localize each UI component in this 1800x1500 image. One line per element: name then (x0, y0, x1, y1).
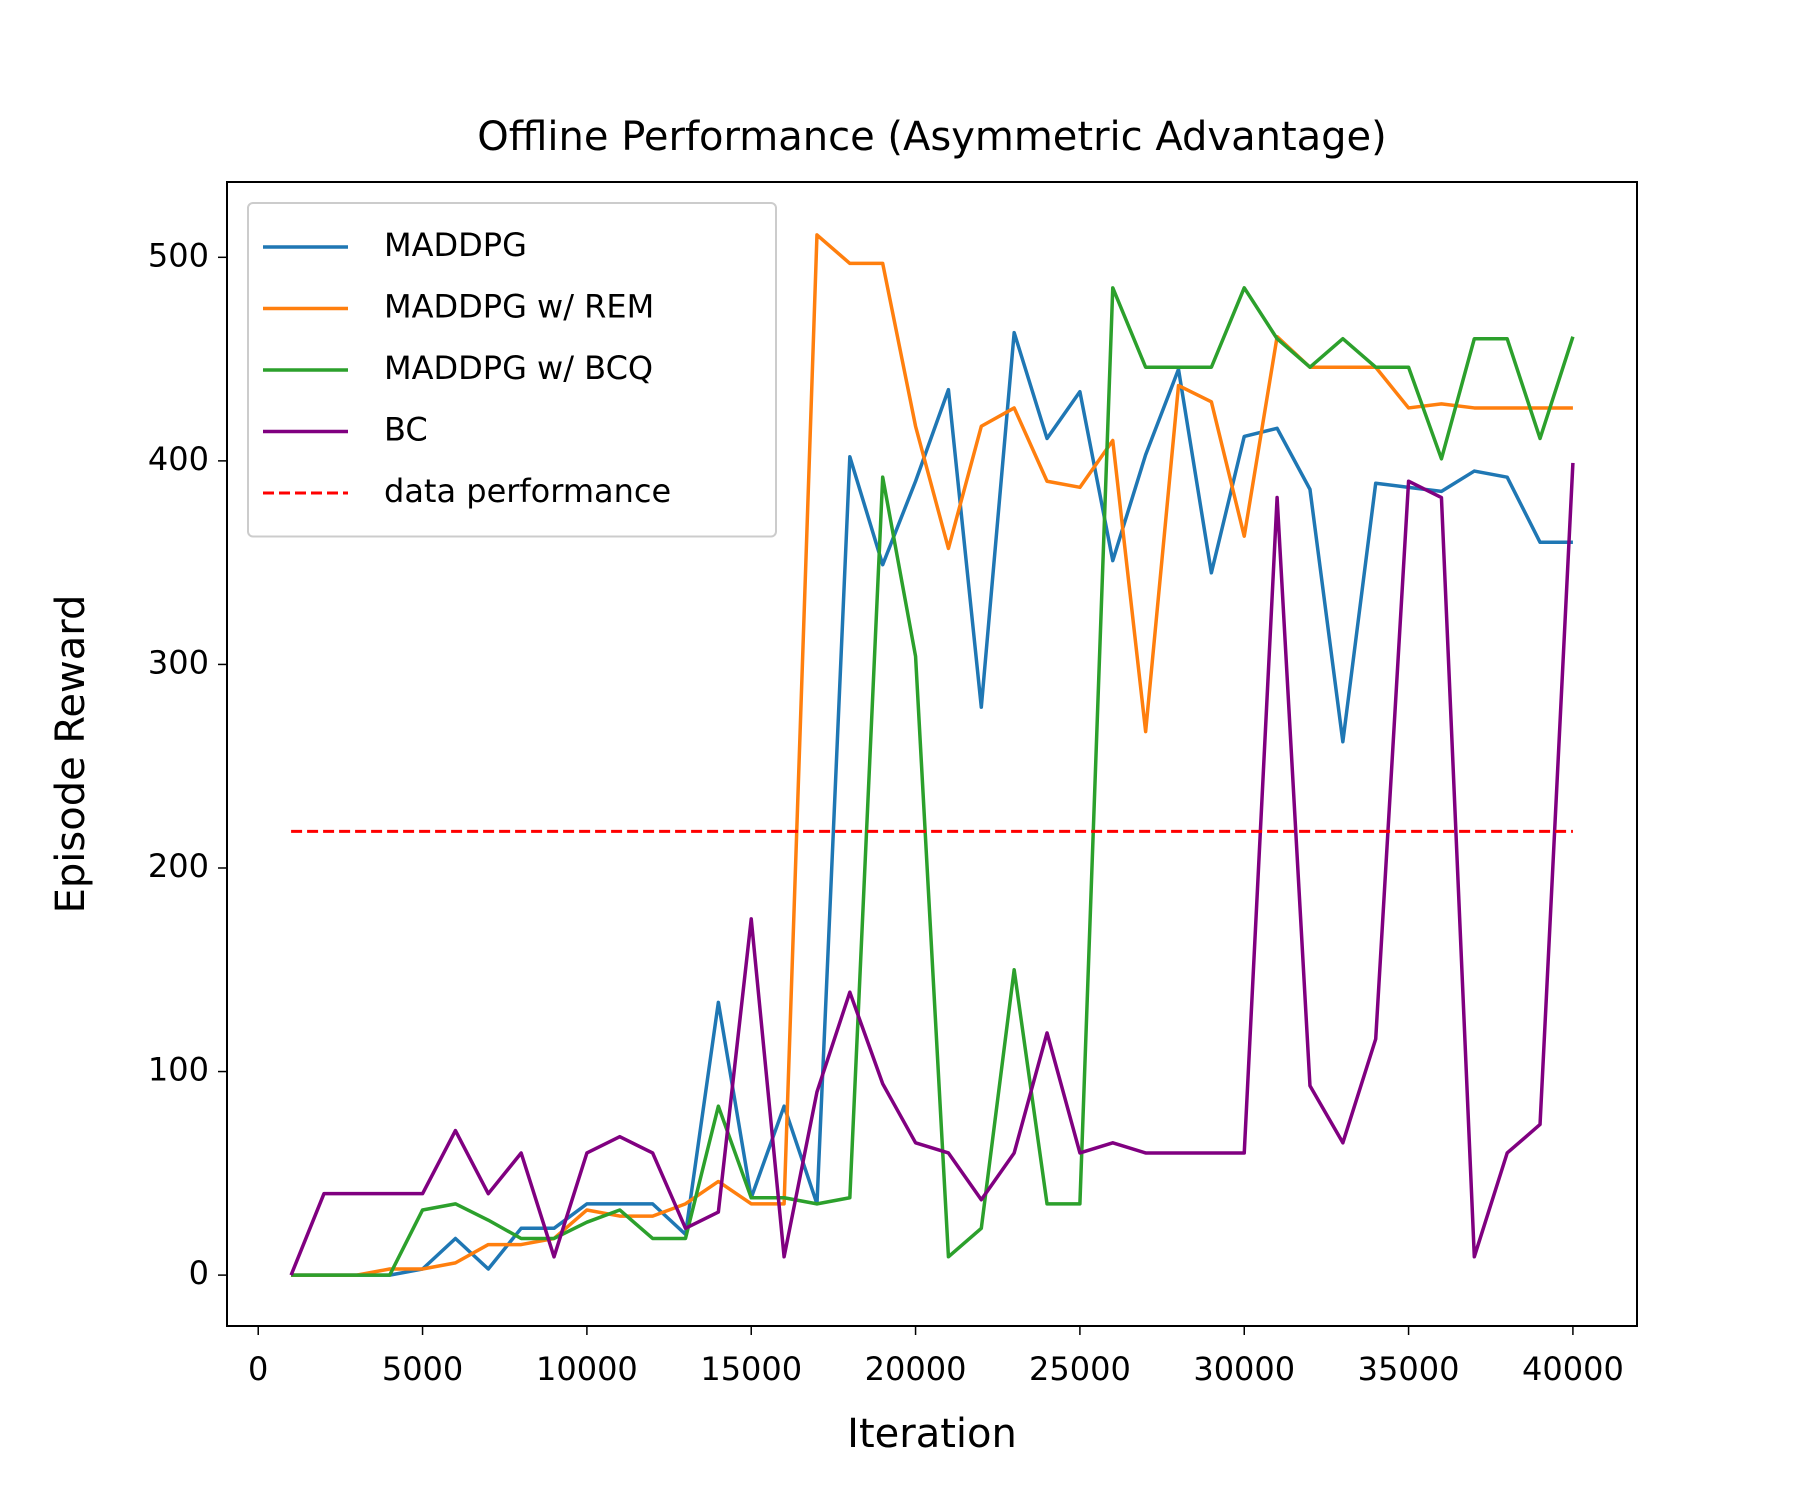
plot-frame (226, 181, 1638, 1327)
x-tick-label: 35000 (1358, 1350, 1460, 1388)
y-tick-label: 200 (148, 847, 209, 885)
x-tick-label: 25000 (1029, 1350, 1131, 1388)
y-tick-label: 400 (148, 440, 209, 478)
x-tick-label: 15000 (700, 1350, 802, 1388)
legend-label: MADDPG w/ BCQ (384, 349, 653, 387)
series-line (291, 233, 1573, 1277)
x-tick-label: 5000 (382, 1350, 463, 1388)
y-tick-label: 500 (148, 236, 209, 274)
series-line (291, 330, 1573, 1277)
legend-label: MADDPG (384, 226, 527, 264)
x-axis-label: Iteration (847, 1411, 1017, 1457)
y-axis-label: Episode Reward (48, 595, 94, 914)
legend-label: MADDPG w/ REM (384, 288, 654, 326)
y-tick-label: 300 (148, 643, 209, 681)
legend-box (247, 202, 777, 538)
legend-label: BC (384, 411, 428, 449)
x-tick-label: 40000 (1522, 1350, 1624, 1388)
series-line (289, 462, 1575, 1276)
series-line (291, 286, 1575, 1277)
y-tick-label: 0 (189, 1254, 209, 1292)
x-tick-label: 20000 (865, 1350, 967, 1388)
legend-label: data performance (384, 472, 671, 510)
chart-title: Offline Performance (Asymmetric Advantag… (477, 114, 1387, 160)
y-tick-label: 100 (148, 1051, 209, 1089)
x-tick-label: 30000 (1193, 1350, 1295, 1388)
x-tick-label: 0 (248, 1350, 268, 1388)
x-tick-label: 10000 (536, 1350, 638, 1388)
